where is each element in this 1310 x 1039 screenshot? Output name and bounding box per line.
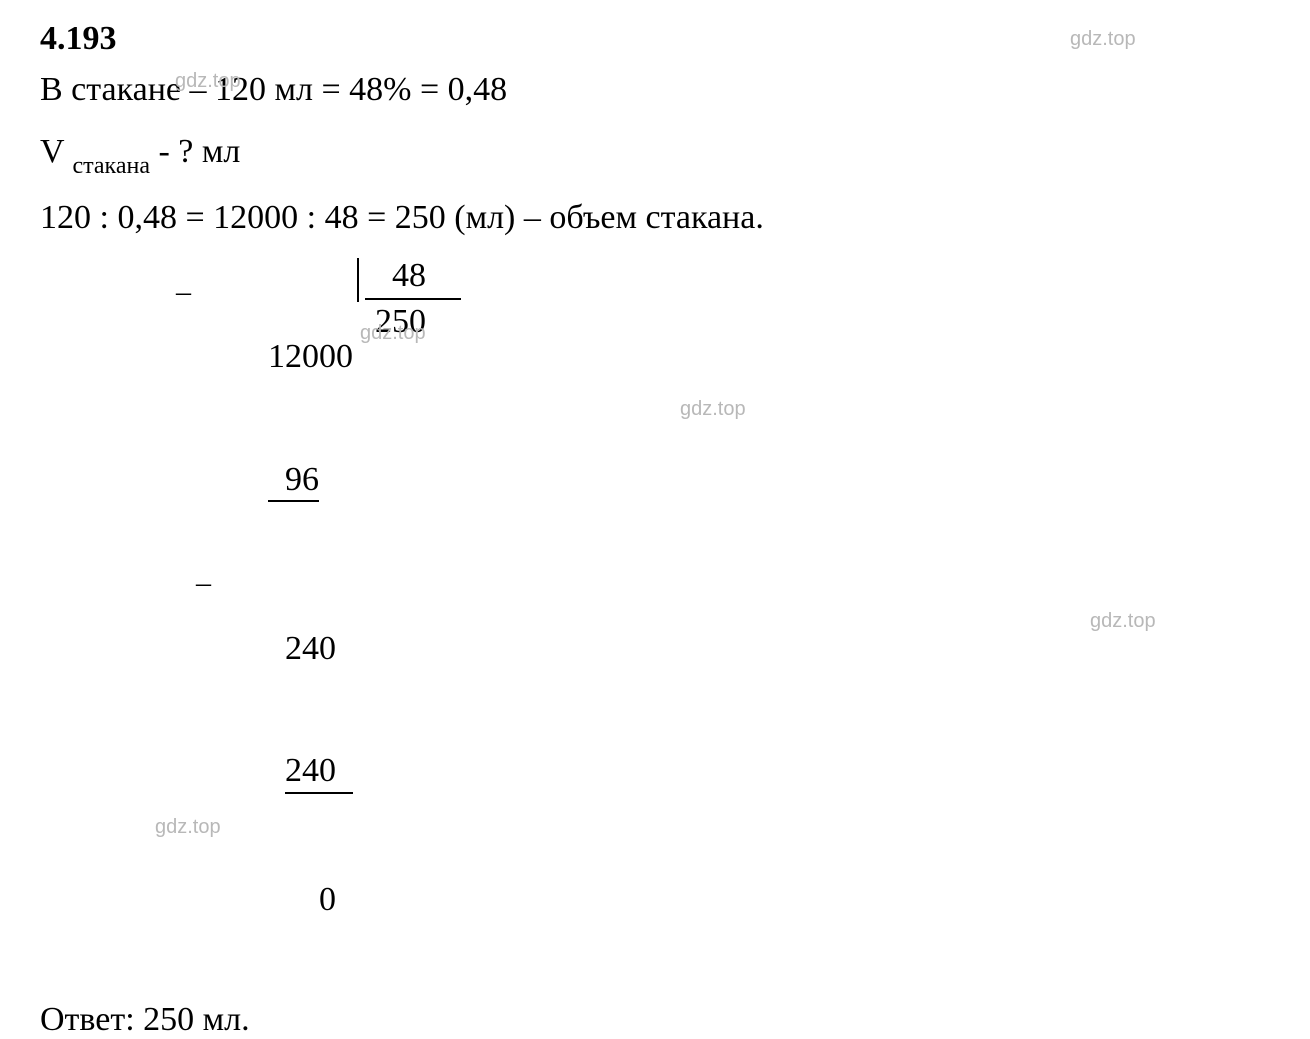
watermark: gdz.top [1070,28,1136,51]
step2-bring-value: 240 [285,630,336,667]
watermark: gdz.top [680,398,746,421]
step2-bring: – 02400 [200,547,353,710]
division-container: – 12000 09600 – 02400 02400 00000 48 250 [200,256,1270,962]
step1-underline: 096 [268,460,319,503]
step2-sub-value: 240 [285,752,336,789]
divisor-value-wrap: 48 [365,256,461,301]
given-line-2: V стакана - ? мл [40,128,1270,180]
dividend-row: – 12000 [200,256,353,419]
step1-value: 96 [285,461,319,498]
step2-subtract: 02400 [200,710,353,834]
divisor-value: 48 [392,257,426,294]
dividend-section: – 12000 09600 – 02400 02400 00000 [200,256,353,962]
watermark: gdz.top [1090,610,1156,633]
answer-line: Ответ: 250 мл. [40,1001,1270,1039]
step2-underline: 2400 [285,751,353,794]
computation-line: 120 : 0,48 = 12000 : 48 = 250 (мл) – объ… [40,194,1270,242]
watermark: gdz.top [155,816,221,839]
remainder-value: 0 [319,881,336,918]
remainder-row: 00000 [200,839,353,961]
long-division: – 12000 09600 – 02400 02400 00000 48 250 [200,256,1270,962]
line2-prefix: V [40,133,72,170]
minus-icon: – [176,274,191,310]
line2-subscript: стакана [72,153,150,179]
watermark: gdz.top [360,322,426,345]
line2-suffix: - ? мл [150,133,240,170]
step1-subtract: 09600 [200,419,353,543]
dividend-value: 12000 [268,338,353,375]
minus-icon-2: – [196,565,211,601]
division-bar-vertical [357,258,359,302]
watermark: gdz.top [175,70,241,93]
